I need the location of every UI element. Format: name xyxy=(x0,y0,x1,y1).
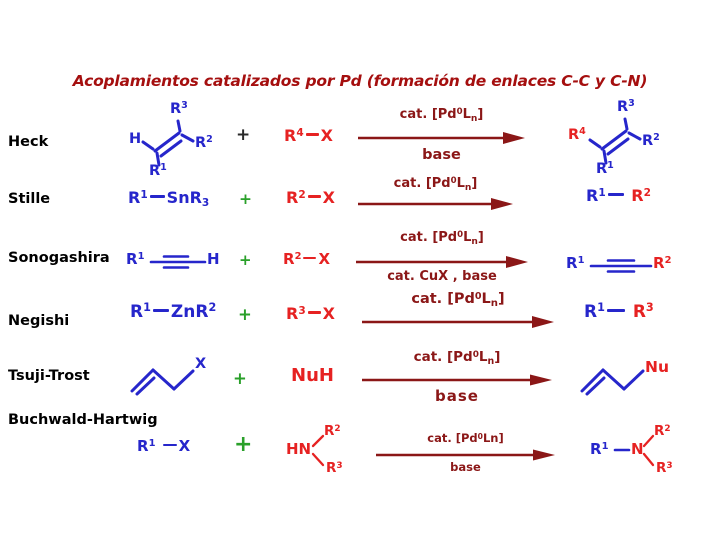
plus-sign: + xyxy=(238,305,252,324)
catalyst-label: cat. [Pd0Ln] xyxy=(413,349,501,367)
arrow-right-icon xyxy=(362,316,554,328)
substituent-r3: R3 xyxy=(326,460,343,476)
heck-halide: R4 X xyxy=(284,126,334,145)
bonds-svg xyxy=(588,117,642,165)
reaction-arrow-stille: cat. [Pd0Ln] xyxy=(358,176,513,216)
arrow-right-icon xyxy=(362,374,552,386)
negishi-product: R1 R3 xyxy=(584,301,654,322)
nucleophile: NuH xyxy=(291,365,334,386)
catalyst-label: cat. [Pd0Ln] xyxy=(411,290,505,309)
reaction-arrow-heck: cat. [Pd0Ln] base xyxy=(358,107,525,167)
substituent-r3: R3 xyxy=(617,98,635,115)
heck-alkene-product: R4 R1 R3 R2 xyxy=(562,94,672,178)
leaving-group-x: X xyxy=(195,356,207,372)
base-label: base xyxy=(435,387,479,405)
substituent-r1: R1 xyxy=(126,250,145,268)
bonds-svg xyxy=(130,368,195,396)
catalyst-label: cat. [Pd0Ln] xyxy=(427,431,504,445)
bonds-svg xyxy=(311,434,325,467)
negishi-organozinc: R1 ZnR2 xyxy=(130,301,217,322)
plus-sign: + xyxy=(239,251,252,269)
row-label-stille: Stille xyxy=(8,191,51,207)
row-label-sonogashira: Sonogashira xyxy=(8,250,110,266)
base-label: base xyxy=(422,147,461,163)
arrow-right-icon xyxy=(358,198,513,210)
catalyst-label: cat. [Pd0Ln] xyxy=(400,230,484,247)
negishi-halide: R3 X xyxy=(286,304,336,323)
plus-sign: + xyxy=(239,190,252,208)
plus-sign: + xyxy=(233,369,247,388)
row-label-negishi: Negishi xyxy=(8,313,70,329)
tsuji-allyl-reactant: X xyxy=(126,355,221,401)
arrow-right-icon xyxy=(356,256,528,268)
sonogashira-alkyne-product: R1 R2 xyxy=(566,251,676,277)
substituent-r4: R4 xyxy=(568,126,586,143)
substituent-r2: R2 xyxy=(195,134,213,151)
buchwald-halide: R1 X xyxy=(137,437,191,455)
substituent-r2: R2 xyxy=(324,423,341,439)
plus-sign: + xyxy=(236,125,251,145)
bonds-svg xyxy=(141,119,195,167)
substituent-r1: R1 xyxy=(149,162,167,179)
sonogashira-alkyne-reactant: R1 H xyxy=(126,247,226,273)
amine-hn: HN xyxy=(286,440,312,458)
reaction-arrow-buchwald: cat. [Pd0Ln] base xyxy=(376,431,555,479)
bonds-svg xyxy=(149,255,207,269)
substituent-r2: R2 xyxy=(654,423,671,439)
substituent-h: H xyxy=(129,131,142,147)
base-label: base xyxy=(450,460,481,474)
nucleophile-nu: Nu xyxy=(645,358,670,376)
stille-organotin: R1 SnR3 xyxy=(128,188,210,210)
row-label-heck: Heck xyxy=(8,134,49,150)
nitrogen-n: N xyxy=(631,440,644,458)
substituent-r1: R1 xyxy=(596,160,614,177)
arrow-right-icon xyxy=(358,132,525,144)
buchwald-amine-reactant: HN R2 R3 xyxy=(286,423,348,479)
catalyst-label: cat. [Pd0Ln] xyxy=(399,107,484,124)
bonds-svg xyxy=(613,434,655,467)
substituent-h: H xyxy=(207,250,220,268)
reaction-arrow-tsuji: cat. [Pd0Ln] base xyxy=(362,349,552,409)
substituent-r1: R1 xyxy=(566,254,585,272)
sonogashira-halide: R2 X xyxy=(283,250,331,268)
tsuji-allyl-product: Nu xyxy=(576,355,676,401)
substituent-r2: R2 xyxy=(642,132,660,149)
reaction-arrow-sonogashira: cat. [Pd0Ln] cat. CuX , base xyxy=(356,230,528,290)
row-label-tsuji-trost: Tsuji-Trost xyxy=(8,368,90,384)
page-title: Acoplamientos catalizados por Pd (formac… xyxy=(72,72,648,90)
plus-sign: + xyxy=(234,432,253,457)
row-label-buchwald-hartwig: Buchwald-Hartwig xyxy=(8,412,158,428)
catalyst-label: cat. [Pd0Ln] xyxy=(393,176,478,193)
bonds-svg xyxy=(589,259,653,273)
co-catalyst-base-label: cat. CuX , base xyxy=(387,269,497,284)
substituent-r2: R2 xyxy=(653,254,672,272)
bonds-svg xyxy=(580,368,645,396)
buchwald-arylamine-product: R1 N R2 R3 xyxy=(590,423,680,479)
substituent-r3: R3 xyxy=(170,100,188,117)
stille-product: R1 R2 xyxy=(586,186,651,205)
reaction-arrow-negishi: cat. [Pd0Ln] xyxy=(362,291,554,331)
substituent-r1: R1 xyxy=(590,440,609,458)
heck-alkene-reactant: H R1 R3 R2 xyxy=(116,96,226,180)
stille-halide: R2 X xyxy=(286,188,336,207)
substituent-r3: R3 xyxy=(656,460,673,476)
arrow-right-icon xyxy=(376,449,555,461)
